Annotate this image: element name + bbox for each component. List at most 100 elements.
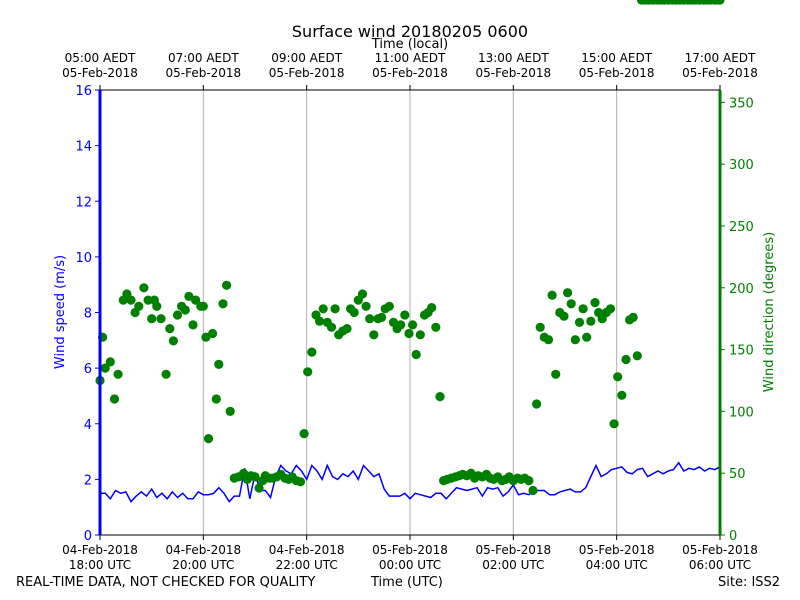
- right-tick-label: 250: [729, 220, 754, 235]
- top-tick-label: 05-Feb-2018: [372, 66, 448, 80]
- direction-point: [315, 316, 325, 326]
- direction-point: [396, 320, 406, 330]
- left-tick-label: 14: [75, 140, 92, 155]
- top-tick-label: 05-Feb-2018: [269, 66, 345, 80]
- direction-point: [404, 328, 414, 339]
- direction-point: [105, 357, 115, 367]
- direction-point: [134, 301, 144, 311]
- direction-point: [208, 328, 218, 339]
- top-tick-label: 05-Feb-2018: [165, 66, 241, 80]
- direction-point: [609, 419, 619, 429]
- right-tick-label: 300: [729, 158, 754, 173]
- direction-point: [566, 299, 576, 309]
- left-tick-label: 10: [75, 251, 92, 266]
- right-tick-label: 350: [729, 96, 754, 111]
- direction-point: [211, 394, 221, 404]
- bottom-tick-label: 00:00 UTC: [379, 558, 441, 572]
- bottom-tick-label: 04-Feb-2018: [269, 543, 345, 557]
- footer-site: Site: ISS2: [718, 575, 781, 590]
- direction-point: [342, 324, 352, 334]
- direction-point: [715, 0, 725, 5]
- direction-point: [415, 330, 425, 340]
- top-tick-label: 05-Feb-2018: [579, 66, 655, 80]
- right-tick-label: 0: [729, 529, 737, 544]
- speed-line: [100, 461, 721, 503]
- direction-point: [156, 314, 166, 324]
- footer-axis-label: Time (UTC): [371, 575, 443, 590]
- direction-point: [250, 472, 260, 482]
- bottom-tick-label: 05-Feb-2018: [579, 543, 655, 557]
- direction-point: [172, 310, 183, 320]
- direction-point: [222, 280, 232, 290]
- footer-quality-note: REAL-TIME DATA, NOT CHECKED FOR QUALITY: [16, 575, 316, 590]
- direction-point: [100, 363, 110, 373]
- bottom-tick-label: 22:00 UTC: [276, 558, 338, 572]
- direction-point: [139, 283, 149, 293]
- direction-point: [369, 330, 379, 340]
- direction-point: [427, 303, 437, 313]
- top-tick-label: 05-Feb-2018: [682, 66, 758, 80]
- direction-point: [528, 485, 538, 496]
- top-tick-label: 09:00 AEDT: [271, 51, 342, 65]
- direction-point: [563, 288, 573, 298]
- bottom-tick-label: 04-Feb-2018: [62, 543, 138, 557]
- direction-point: [113, 369, 123, 379]
- direction-point: [543, 335, 554, 345]
- direction-point: [180, 305, 190, 315]
- direction-point: [201, 332, 211, 342]
- chart-title: Surface wind 20180205 0600: [292, 22, 528, 41]
- direction-point: [582, 332, 592, 342]
- bottom-tick-label: 05-Feb-2018: [372, 543, 448, 557]
- direction-point: [411, 349, 421, 360]
- left-tick-label: 6: [84, 362, 92, 377]
- direction-point: [621, 354, 631, 365]
- direction-point: [613, 372, 623, 382]
- direction-point: [295, 477, 306, 487]
- gridlines: [202, 90, 618, 535]
- direction-point: [152, 301, 162, 311]
- direction-series: [95, 0, 725, 496]
- direction-point: [109, 394, 120, 404]
- top-tick-label: 05:00 AEDT: [65, 51, 136, 65]
- bottom-tick-label: 05-Feb-2018: [475, 543, 551, 557]
- left-tick-label: 4: [84, 418, 92, 433]
- axes: 0 2 4 6 8 10 12 14 16 0 50 100 150 200 250 300 350 04-Feb…: [62, 51, 758, 572]
- direction-point: [524, 476, 534, 486]
- direction-point: [225, 406, 235, 416]
- direction-point: [578, 304, 588, 314]
- top-axis-label: Time (local): [371, 37, 448, 52]
- direction-point: [532, 399, 542, 409]
- bottom-tick-label: 04-Feb-2018: [165, 543, 241, 557]
- top-tick-label: 15:00 AEDT: [581, 51, 652, 65]
- direction-point: [198, 301, 208, 311]
- direction-point: [168, 336, 178, 346]
- direction-point: [299, 429, 309, 439]
- direction-point: [431, 322, 441, 332]
- direction-point: [400, 310, 410, 320]
- top-tick-label: 05-Feb-2018: [62, 66, 138, 80]
- speed-series: [100, 461, 721, 503]
- direction-point: [535, 322, 545, 332]
- direction-point: [349, 307, 359, 318]
- direction-point: [126, 295, 136, 305]
- direction-point: [254, 483, 264, 493]
- direction-point: [361, 301, 371, 311]
- direction-point: [161, 369, 171, 379]
- direction-point: [318, 304, 328, 314]
- direction-point: [590, 298, 600, 308]
- left-tick-label: 12: [75, 195, 92, 210]
- direction-point: [218, 299, 228, 309]
- direction-point: [632, 351, 642, 361]
- bottom-tick-label: 20:00 UTC: [172, 558, 234, 572]
- direction-point: [617, 390, 627, 400]
- direction-point: [191, 295, 201, 305]
- left-axis-label: Wind speed (m/s): [53, 255, 68, 369]
- top-tick-label: 07:00 AEDT: [168, 51, 239, 65]
- bottom-tick-label: 05-Feb-2018: [682, 543, 758, 557]
- right-tick-label: 200: [729, 282, 754, 297]
- direction-point: [357, 289, 368, 299]
- direction-point: [570, 335, 580, 345]
- direction-point: [574, 317, 585, 327]
- direction-point: [326, 322, 337, 332]
- left-tick-label: 0: [84, 529, 92, 544]
